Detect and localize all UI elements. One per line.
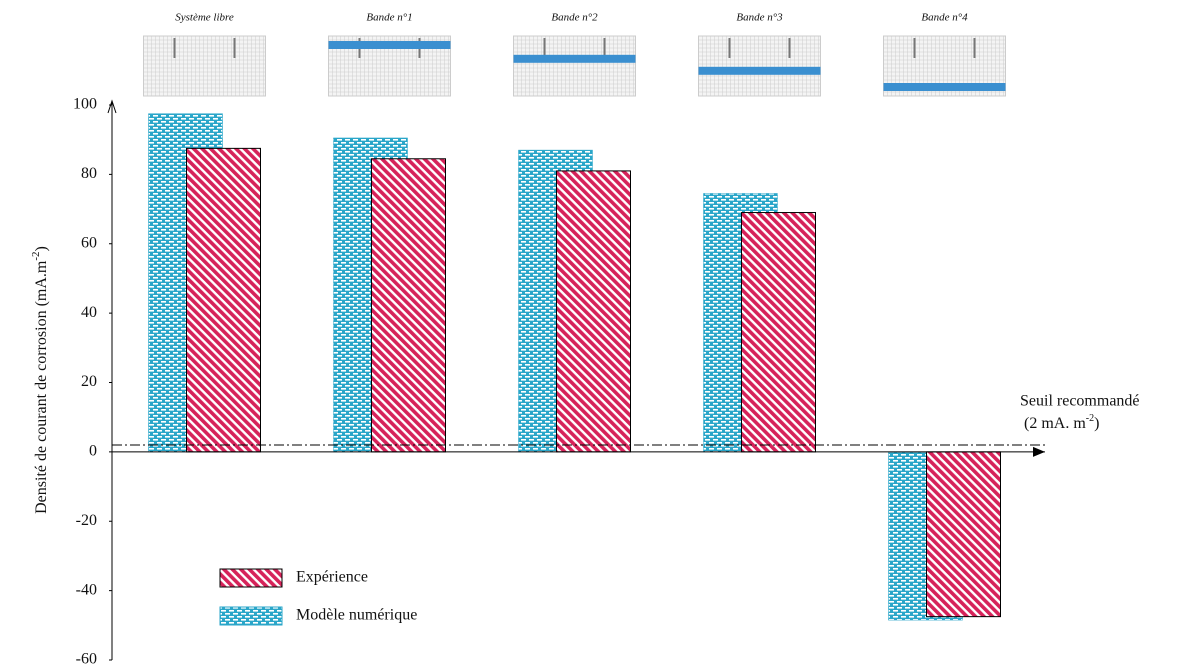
- thumbnail: [513, 35, 636, 97]
- bar: [371, 158, 446, 453]
- y-label-text: ): [33, 246, 50, 251]
- bar: [186, 147, 261, 453]
- bar: [926, 451, 1001, 618]
- threshold-detail-sup: -2: [1086, 413, 1094, 424]
- threshold-detail-text: ): [1094, 415, 1099, 432]
- y-axis-label: Densité de courant de corrosion (mA.m-2): [30, 246, 50, 514]
- bar: [741, 212, 816, 453]
- y-axis-arrow: [107, 99, 117, 114]
- thumbnail: [698, 35, 821, 97]
- thumb-band: [883, 83, 1006, 91]
- y-tick-label: 60: [81, 234, 97, 251]
- y-tick-label: -60: [76, 651, 97, 668]
- category-label: Bande n°2: [551, 12, 598, 24]
- y-label-sup: -2: [30, 251, 42, 260]
- category-label: Système libre: [175, 12, 234, 24]
- y-tick-label: 20: [81, 373, 97, 390]
- bar: [556, 170, 631, 453]
- thumbnail: [143, 35, 266, 97]
- y-tick-label: -40: [76, 581, 97, 598]
- thumb-band: [328, 41, 451, 49]
- x-axis-arrow: [1033, 446, 1045, 457]
- category-label: Bande n°3: [736, 12, 783, 24]
- legend-swatch: [219, 568, 283, 588]
- category-label: Bande n°4: [921, 12, 968, 24]
- threshold-detail-text: (2 mA. m: [1024, 415, 1086, 432]
- thumb-band: [698, 66, 821, 75]
- y-tick-label: -20: [76, 512, 97, 529]
- y-tick-label: 100: [73, 96, 97, 113]
- y-label-text: Densité de courant de corrosion (mA.m: [33, 260, 50, 514]
- y-tick-label: 40: [81, 304, 97, 321]
- legend-label: Modèle numérique: [296, 607, 417, 624]
- threshold-detail: (2 mA. m-2): [1024, 413, 1099, 431]
- category-label: Bande n°1: [366, 12, 412, 24]
- threshold-label: Seuil recommandé: [1020, 393, 1140, 410]
- legend-swatch: [219, 606, 283, 626]
- y-tick-label: 0: [89, 443, 97, 460]
- legend-label: Expérience: [296, 569, 368, 586]
- y-tick-label: 80: [81, 165, 97, 182]
- thumb-band: [513, 54, 636, 63]
